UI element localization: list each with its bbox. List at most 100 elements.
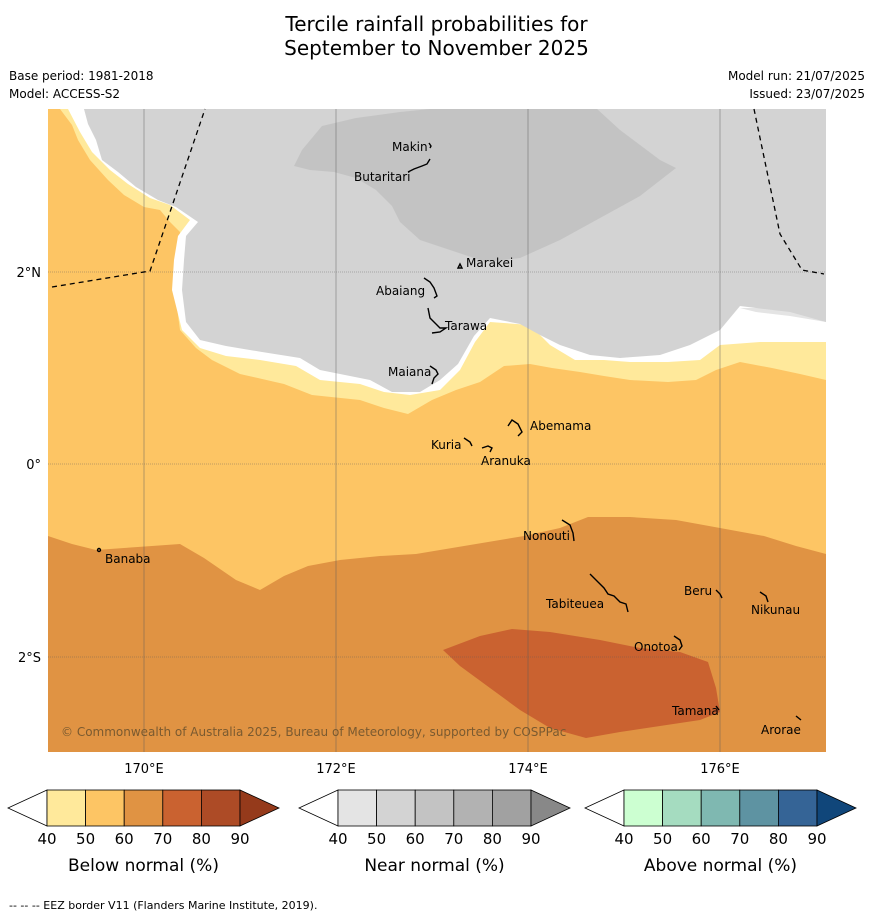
tick-lat-2s: 2°S bbox=[18, 651, 41, 666]
meta-left: Base period: 1981-2018 Model: ACCESS-S2 bbox=[9, 67, 154, 103]
legend-tick-label: 40 bbox=[614, 830, 633, 848]
legend-swatch bbox=[123, 789, 164, 827]
legend-swatch bbox=[700, 789, 741, 827]
legend-tick-label: 70 bbox=[730, 830, 749, 848]
copyright-text: © Commonwealth of Australia 2025, Bureau… bbox=[61, 725, 566, 739]
map-title: Tercile rainfall probabilities for Septe… bbox=[0, 12, 873, 60]
label-abemama: Abemama bbox=[530, 419, 591, 433]
tick-lat-0: 0° bbox=[26, 458, 41, 473]
label-makin: Makin bbox=[392, 140, 428, 154]
legend-max-extend bbox=[239, 789, 280, 827]
legend-swatch bbox=[623, 789, 663, 827]
island-onotoa bbox=[673, 635, 683, 651]
tick-lon-176: 176°E bbox=[700, 762, 740, 777]
island-tabiteuea bbox=[589, 573, 629, 613]
label-beru: Beru bbox=[684, 584, 712, 598]
title-line-1: Tercile rainfall probabilities for bbox=[285, 12, 588, 36]
tick-lon-174: 174°E bbox=[508, 762, 548, 777]
island-arorae bbox=[795, 715, 802, 721]
legend-swatch bbox=[491, 789, 532, 827]
title-line-2: September to November 2025 bbox=[284, 36, 589, 60]
island-tarawa bbox=[427, 307, 449, 334]
base-period: Base period: 1981-2018 bbox=[9, 69, 154, 83]
island-butaritari bbox=[407, 158, 431, 173]
legend-label: Below normal (%) bbox=[68, 856, 219, 876]
legend-swatch bbox=[453, 789, 493, 827]
legend-tick-label: 50 bbox=[76, 830, 95, 848]
island-kuria bbox=[463, 437, 473, 447]
legend-swatch bbox=[200, 789, 241, 827]
legend-min-extend bbox=[584, 789, 625, 827]
legend-tick-label: 40 bbox=[328, 830, 347, 848]
legend-min-extend bbox=[7, 789, 48, 827]
meta-right: Model run: 21/07/2025 Issued: 23/07/2025 bbox=[728, 67, 865, 103]
island-maiana bbox=[429, 365, 439, 385]
eez-border bbox=[51, 108, 825, 288]
gridlines bbox=[48, 109, 826, 752]
legend-swatch bbox=[46, 789, 86, 827]
label-nonouti: Nonouti bbox=[523, 529, 570, 543]
near-70-region bbox=[294, 109, 676, 262]
island-marakei bbox=[456, 262, 464, 269]
label-tabiteuea: Tabiteuea bbox=[545, 597, 604, 611]
axis-ticks: 170°E 172°E 174°E 176°E 2°N 0° 2°S bbox=[17, 266, 740, 777]
legend-tick-label: 90 bbox=[521, 830, 540, 848]
legend-swatch bbox=[337, 789, 377, 827]
legend-label: Above normal (%) bbox=[644, 856, 797, 876]
legend-label: Near normal (%) bbox=[364, 856, 504, 876]
island-aranuka bbox=[481, 445, 493, 453]
legend-tick-label: 60 bbox=[406, 830, 425, 848]
label-kuria: Kuria bbox=[431, 438, 462, 452]
legend-tick-label: 90 bbox=[230, 830, 249, 848]
label-butaritari: Butaritari bbox=[354, 170, 411, 184]
legend-tick-label: 80 bbox=[769, 830, 788, 848]
legend-swatch bbox=[85, 789, 125, 827]
legend-swatch bbox=[739, 789, 779, 827]
legend-swatch bbox=[662, 789, 702, 827]
island-banaba bbox=[96, 547, 102, 553]
legend-max-extend bbox=[530, 789, 571, 827]
legend-tick-label: 60 bbox=[115, 830, 134, 848]
tick-lon-170: 170°E bbox=[124, 762, 164, 777]
label-onotoa: Onotoa bbox=[634, 640, 678, 654]
legend-below-normal: 40 50 60 70 80 90 Below normal (%) bbox=[7, 789, 280, 876]
legend-tick-label: 40 bbox=[37, 830, 56, 848]
legend-swatch bbox=[376, 789, 416, 827]
island-makin bbox=[428, 142, 432, 149]
legend-swatch bbox=[162, 789, 202, 827]
label-aranuka: Aranuka bbox=[481, 454, 531, 468]
below-80-region bbox=[443, 629, 720, 738]
legend-swatch bbox=[778, 789, 818, 827]
island-abaiang bbox=[423, 277, 438, 299]
legend-swatch bbox=[414, 789, 455, 827]
label-nikunau: Nikunau bbox=[751, 603, 800, 617]
place-labels: Makin Butaritari Marakei Abaiang Tarawa … bbox=[105, 140, 801, 737]
label-banaba: Banaba bbox=[105, 552, 151, 566]
legend-max-extend bbox=[816, 789, 857, 827]
islands bbox=[96, 142, 802, 721]
legend-tick-label: 70 bbox=[444, 830, 463, 848]
eez-border-east bbox=[753, 108, 825, 275]
model-name: Model: ACCESS-S2 bbox=[9, 87, 121, 101]
probability-map bbox=[48, 109, 826, 752]
eez-border-west bbox=[51, 108, 206, 288]
legend-tick-label: 80 bbox=[192, 830, 211, 848]
issued-date: Issued: 23/07/2025 bbox=[749, 87, 865, 101]
label-maiana: Maiana bbox=[388, 365, 431, 379]
legend-min-extend bbox=[298, 789, 339, 827]
island-nikunau bbox=[759, 591, 769, 603]
island-tamana bbox=[715, 705, 720, 711]
island-nonouti bbox=[561, 519, 575, 542]
label-arorae: Arorae bbox=[761, 723, 801, 737]
legend-tick-label: 70 bbox=[153, 830, 172, 848]
label-tamana: Tamana bbox=[671, 704, 719, 718]
tick-lat-2n: 2°N bbox=[17, 266, 42, 281]
legend-near-normal: 40 50 60 70 80 90 Near normal (%) bbox=[298, 789, 571, 876]
tick-lon-172: 172°E bbox=[316, 762, 356, 777]
label-abaiang: Abaiang bbox=[376, 284, 425, 298]
eez-footnote: -- -- -- EEZ border V11 (Flanders Marine… bbox=[9, 899, 318, 912]
legend-tick-label: 60 bbox=[692, 830, 711, 848]
legend-tick-label: 50 bbox=[367, 830, 386, 848]
model-run: Model run: 21/07/2025 bbox=[727, 69, 865, 83]
